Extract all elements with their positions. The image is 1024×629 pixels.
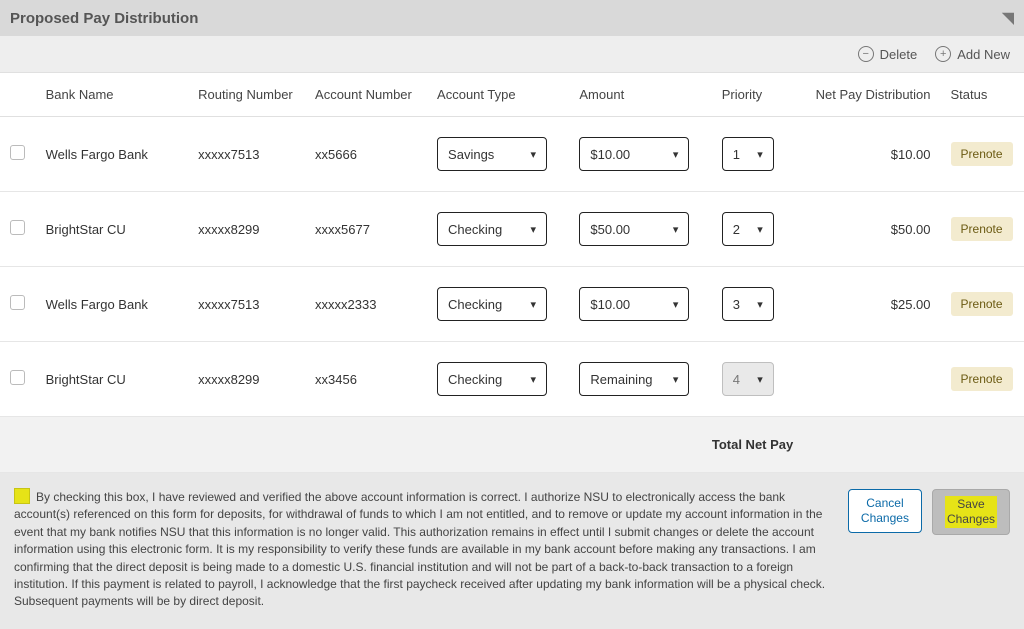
col-net: Net Pay Distribution	[803, 73, 940, 117]
account-type-select[interactable]: Checking▾	[437, 212, 547, 246]
table-row: BrightStar CUxxxxx8299xxxx5677 Checking▾ $…	[0, 192, 1024, 267]
col-status: Status	[941, 73, 1024, 117]
table-row: Wells Fargo Bankxxxxx7513xxxxx2333 Checki…	[0, 267, 1024, 342]
chevron-down-icon: ▾	[757, 373, 763, 386]
row-checkbox[interactable]	[10, 145, 25, 160]
priority-select[interactable]: 3▾	[722, 287, 774, 321]
priority-select[interactable]: 1▾	[722, 137, 774, 171]
net-pay: $50.00	[803, 192, 940, 267]
chevron-down-icon: ▾	[531, 148, 537, 161]
bank-name: BrightStar CU	[36, 192, 189, 267]
col-amount: Amount	[569, 73, 711, 117]
account-number: xx5666	[305, 117, 427, 192]
account-type-select[interactable]: Savings▾	[437, 137, 547, 171]
chevron-down-icon: ▾	[673, 148, 679, 161]
routing-number: xxxxx7513	[188, 117, 305, 192]
row-checkbox[interactable]	[10, 370, 25, 385]
table-row: Wells Fargo Bankxxxxx7513xx5666 Savings▾ $…	[0, 117, 1024, 192]
routing-number: xxxxx8299	[188, 192, 305, 267]
row-checkbox[interactable]	[10, 220, 25, 235]
chevron-down-icon: ▾	[673, 373, 679, 386]
disclaimer-checkbox[interactable]	[14, 488, 30, 504]
account-number: xxxxx2333	[305, 267, 427, 342]
save-changes-button[interactable]: SaveChanges	[932, 489, 1010, 535]
chevron-down-icon: ▾	[757, 298, 763, 311]
net-pay: $25.00	[803, 267, 940, 342]
account-type-select[interactable]: Checking▾	[437, 287, 547, 321]
table-header-row: Bank Name Routing Number Account Number …	[0, 73, 1024, 117]
chevron-down-icon: ▾	[757, 223, 763, 236]
col-type: Account Type	[427, 73, 569, 117]
amount-select[interactable]: $10.00▾	[579, 287, 689, 321]
distribution-table: Bank Name Routing Number Account Number …	[0, 73, 1024, 473]
priority-select[interactable]: 2▾	[722, 212, 774, 246]
delete-button[interactable]: − Delete	[858, 46, 918, 62]
bank-name: Wells Fargo Bank	[36, 267, 189, 342]
disclaimer-section: By checking this box, I have reviewed an…	[0, 473, 1024, 629]
col-priority: Priority	[712, 73, 804, 117]
totals-row: Total Net Pay	[0, 417, 1024, 473]
bank-name: Wells Fargo Bank	[36, 117, 189, 192]
account-number: xxxx5677	[305, 192, 427, 267]
panel-title: Proposed Pay Distribution	[10, 10, 198, 27]
net-pay	[803, 342, 940, 417]
net-pay: $10.00	[803, 117, 940, 192]
totals-label: Total Net Pay	[0, 417, 803, 473]
col-bank: Bank Name	[36, 73, 189, 117]
cancel-changes-button[interactable]: CancelChanges	[848, 489, 922, 533]
delete-label: Delete	[880, 47, 918, 62]
col-routing: Routing Number	[188, 73, 305, 117]
add-new-button[interactable]: + Add New	[935, 46, 1010, 62]
minus-circle-icon: −	[858, 46, 874, 62]
status-badge: Prenote	[951, 367, 1013, 391]
plus-circle-icon: +	[935, 46, 951, 62]
routing-number: xxxxx7513	[188, 267, 305, 342]
row-checkbox[interactable]	[10, 295, 25, 310]
action-buttons: CancelChanges SaveChanges	[848, 485, 1010, 535]
totals-value	[803, 417, 940, 473]
status-badge: Prenote	[951, 292, 1013, 316]
amount-select[interactable]: $10.00▾	[579, 137, 689, 171]
chevron-down-icon: ▾	[531, 373, 537, 386]
priority-select: 4▾	[722, 362, 774, 396]
col-account: Account Number	[305, 73, 427, 117]
toolbar: − Delete + Add New	[0, 36, 1024, 73]
panel-header: Proposed Pay Distribution ◥	[0, 0, 1024, 36]
routing-number: xxxxx8299	[188, 342, 305, 417]
status-badge: Prenote	[951, 217, 1013, 241]
add-new-label: Add New	[957, 47, 1010, 62]
chevron-down-icon: ▾	[757, 148, 763, 161]
chevron-down-icon: ▾	[673, 223, 679, 236]
disclaimer-text: By checking this box, I have reviewed an…	[14, 485, 834, 611]
chevron-down-icon: ▾	[531, 223, 537, 236]
status-badge: Prenote	[951, 142, 1013, 166]
chevron-down-icon: ▾	[673, 298, 679, 311]
account-type-select[interactable]: Checking▾	[437, 362, 547, 396]
account-number: xx3456	[305, 342, 427, 417]
disclaimer-body: By checking this box, I have reviewed an…	[14, 490, 825, 608]
amount-select[interactable]: $50.00▾	[579, 212, 689, 246]
bank-name: BrightStar CU	[36, 342, 189, 417]
chevron-down-icon: ▾	[531, 298, 537, 311]
collapse-icon[interactable]: ◥	[1002, 8, 1014, 28]
table-row: BrightStar CUxxxxx8299xx3456 Checking▾ Rem…	[0, 342, 1024, 417]
amount-select[interactable]: Remaining▾	[579, 362, 689, 396]
